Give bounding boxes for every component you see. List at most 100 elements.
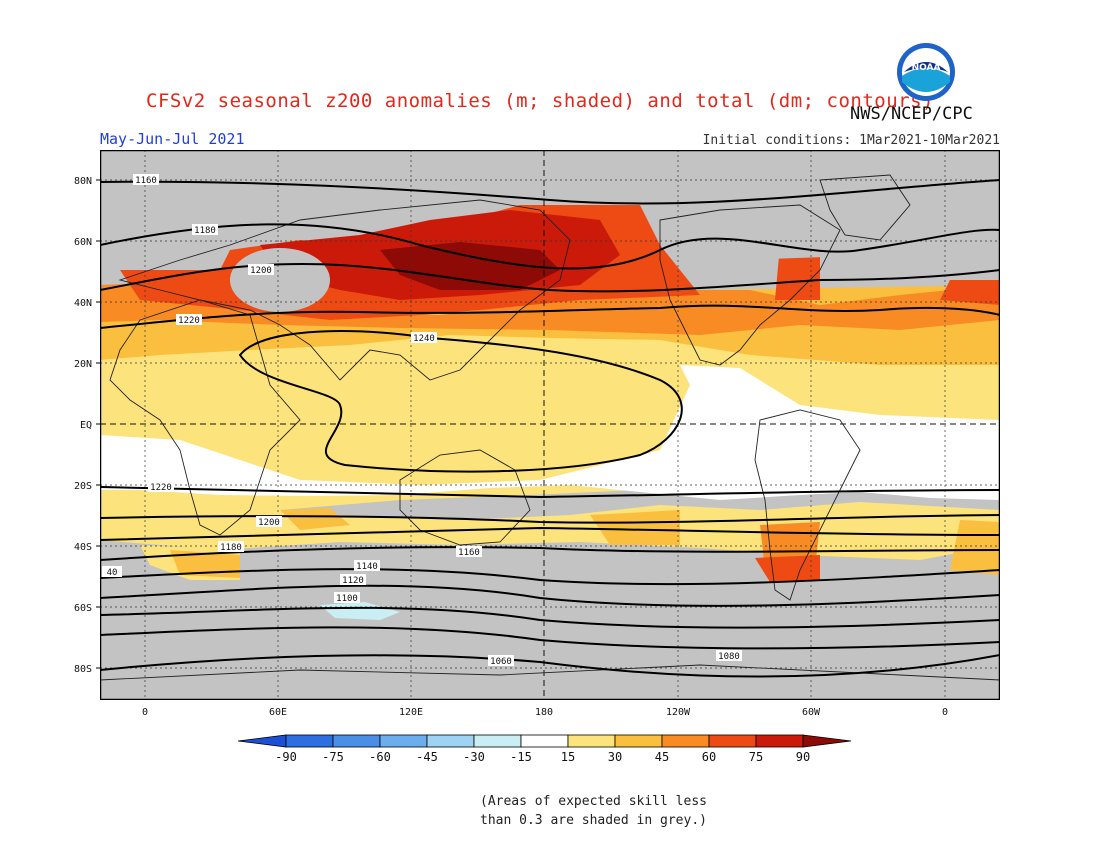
svg-text:NOAA: NOAA xyxy=(912,63,941,73)
lat-axis: 80N 60N 40N 20N EQ 20S 40S 60S 80S xyxy=(74,176,100,675)
contour-1180-north xyxy=(100,223,1000,270)
contour-label: 1120 xyxy=(342,576,364,586)
anomaly-over-90-north xyxy=(380,242,560,290)
colorbar-box xyxy=(379,734,428,748)
colorbar-box xyxy=(708,734,757,748)
map-frame xyxy=(100,150,1000,700)
lon-label: 120E xyxy=(399,707,423,718)
colorbar-box xyxy=(520,734,569,748)
contour-1160-south xyxy=(100,546,1000,561)
colorbar-boxes xyxy=(238,734,852,748)
lat-label: 20N xyxy=(74,359,92,370)
lat-label: 40S xyxy=(74,542,92,553)
contour-1140 xyxy=(100,568,1000,586)
contour-1220-north xyxy=(100,304,1000,329)
coastlines xyxy=(100,174,1000,681)
anomaly-negative-15-30 xyxy=(320,602,400,620)
contour-1180-south xyxy=(100,526,1000,541)
contour-label: 1180 xyxy=(220,543,242,553)
colorbar-tick-label: 60 xyxy=(702,750,716,764)
anomaly-map: 1160 1180 1200 1220 1240 1220 1200 1180 … xyxy=(100,150,1000,700)
lat-label: EQ xyxy=(80,420,92,431)
contour-label: 1220 xyxy=(150,483,172,493)
contour-label: 1140 xyxy=(356,562,378,572)
colorbar-box xyxy=(567,734,616,748)
contour-label: 1160 xyxy=(458,548,480,558)
lat-label: 20S xyxy=(74,481,92,492)
noaa-logo-icon: NOAA xyxy=(897,43,955,101)
contour-label-group: 1160 1180 1200 1220 1240 1220 1200 1180 … xyxy=(102,174,742,667)
colorbar-tick-label: -60 xyxy=(369,750,391,764)
agency-label: NWS/NCEP/CPC xyxy=(850,104,973,124)
contour-1220-south xyxy=(100,486,1000,499)
colorbar-box xyxy=(332,734,381,748)
colorbar-box xyxy=(661,734,710,748)
lon-axis: 0 60E 120E 180 120W 60W 0 xyxy=(142,707,948,718)
contour-label: 1180 xyxy=(194,226,216,236)
colorbar-tick-label: 15 xyxy=(561,750,575,764)
contour-1060 xyxy=(100,654,1000,678)
colorbar-tick-label: 75 xyxy=(749,750,763,764)
contour-1080 xyxy=(100,626,1000,650)
skill-note: (Areas of expected skill less than 0.3 a… xyxy=(480,792,707,830)
colorbar-tick-label: -15 xyxy=(510,750,532,764)
colorbar-arrow-right xyxy=(802,734,852,748)
colorbar-box xyxy=(473,734,522,748)
colorbar-box xyxy=(285,734,334,748)
chart-title: CFSv2 seasonal z200 anomalies (m; shaded… xyxy=(146,90,934,112)
lon-label: 60W xyxy=(802,707,821,718)
contour-label: 1080 xyxy=(718,652,740,662)
initial-conditions: Initial conditions: 1Mar2021-10Mar2021 xyxy=(702,133,1000,148)
colorbar-tick-label: -90 xyxy=(275,750,297,764)
lat-label: 60S xyxy=(74,603,92,614)
colorbar-tick-label: -30 xyxy=(463,750,485,764)
anomaly-45-60-north xyxy=(100,280,1000,335)
contour-label: 40 xyxy=(107,568,118,578)
lon-label: 60E xyxy=(269,707,287,718)
colorbar-box xyxy=(614,734,663,748)
coast-north-america xyxy=(659,204,841,366)
colorbar-tick-label: 30 xyxy=(608,750,622,764)
colorbar-box xyxy=(755,734,804,748)
lat-label: 80N xyxy=(74,176,92,187)
lat-label: 60N xyxy=(74,237,92,248)
colorbar-tick-label: -75 xyxy=(322,750,344,764)
coast-eurasia xyxy=(118,199,571,381)
contour-label: 1200 xyxy=(250,266,272,276)
colorbar-tick-label: 90 xyxy=(796,750,810,764)
contour-label: 1100 xyxy=(336,594,358,604)
lon-label: 120W xyxy=(666,707,691,718)
lon-label: 0 xyxy=(942,707,948,718)
low-skill-asia xyxy=(230,248,330,312)
contour-label: 1240 xyxy=(413,334,435,344)
skill-note-line: than 0.3 are shaded in grey.) xyxy=(480,813,707,828)
contour-1200-south xyxy=(100,514,1000,524)
coast-africa xyxy=(109,299,301,536)
low-skill-arctic xyxy=(100,150,1000,260)
coast-south-america xyxy=(754,409,861,601)
contour-1160-north xyxy=(100,179,1000,205)
lat-label: 40N xyxy=(74,298,92,309)
skill-note-line: (Areas of expected skill less xyxy=(480,794,707,809)
coast-antarctica xyxy=(100,664,1000,681)
colorbar: -90 -75 -60 -45 -30 -15 15 30 45 60 75 90 xyxy=(238,734,852,764)
contour-label: 1160 xyxy=(135,176,157,186)
colorbar-ticks: -90 -75 -60 -45 -30 -15 15 30 45 60 75 90 xyxy=(275,750,810,764)
lon-label: 0 xyxy=(142,707,148,718)
coast-greenland xyxy=(819,174,911,241)
graticule xyxy=(100,150,1000,700)
contour-1100 xyxy=(100,606,1000,629)
colorbar-box xyxy=(426,734,475,748)
forecast-period: May-Jun-Jul 2021 xyxy=(100,130,245,148)
colorbar-tick-label: 45 xyxy=(655,750,669,764)
contour-1120 xyxy=(100,584,1000,607)
contour-label: 1220 xyxy=(178,316,200,326)
colorbar-arrow-left xyxy=(238,734,287,748)
lon-label: 180 xyxy=(535,707,553,718)
contour-label: 1200 xyxy=(258,518,280,528)
anomaly-neutral-band xyxy=(100,365,1000,500)
contour-label: 1060 xyxy=(490,657,512,667)
coast-australia xyxy=(399,449,531,546)
colorbar-tick-label: -45 xyxy=(416,750,438,764)
lat-label: 80S xyxy=(74,664,92,675)
